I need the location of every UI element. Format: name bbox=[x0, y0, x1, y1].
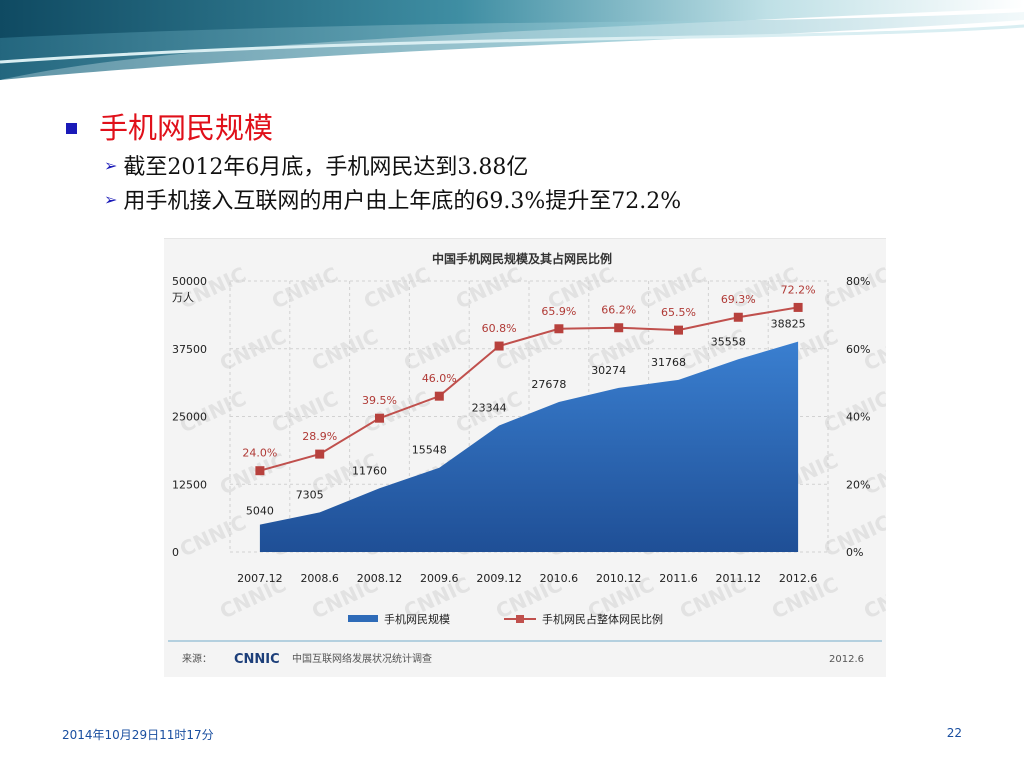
area-series-fill bbox=[259, 341, 799, 552]
ratio-point bbox=[614, 323, 624, 333]
footer-date: 2014年10月29日11时17分 bbox=[62, 728, 214, 742]
page-number: 22 bbox=[946, 726, 962, 740]
ratio-data-label: 46.0% bbox=[422, 372, 457, 385]
area-data-label: 31768 bbox=[651, 356, 686, 369]
ratio-data-label: 65.5% bbox=[661, 306, 696, 319]
x-axis-tick-label: 2012.6 bbox=[779, 572, 818, 585]
x-axis-tick-label: 2010.12 bbox=[596, 572, 642, 585]
right-axis-tick-label: 20% bbox=[846, 478, 870, 491]
left-axis-tick-label: 25000 bbox=[172, 411, 207, 424]
area-data-label: 35558 bbox=[711, 335, 746, 348]
ratio-data-label: 24.0% bbox=[242, 447, 277, 460]
watermark-text: CNNIC bbox=[308, 324, 382, 375]
area-data-label: 7305 bbox=[296, 488, 324, 501]
left-axis-tick-label: 0 bbox=[172, 546, 179, 559]
ratio-line bbox=[259, 306, 799, 472]
chart-svg: CNNIC CNNIC CNNIC CNNIC CNNIC CNNIC CNNIC CNNIC… bbox=[168, 251, 886, 667]
ratio-point bbox=[733, 312, 743, 322]
left-axis-tick-label: 37500 bbox=[172, 343, 207, 356]
ratio-data-label: 60.8% bbox=[482, 322, 517, 335]
slide-content: 手机网民规模 ➢ 截至2012年6月底，手机网民达到3.88亿 ➢ 用手机接入互… bbox=[60, 108, 1000, 216]
arrow-bullet-icon: ➢ bbox=[104, 189, 118, 209]
main-bullet: 手机网民规模 bbox=[60, 108, 1000, 148]
right-axis-tick-label: 0% bbox=[846, 546, 863, 559]
area-data-label: 30274 bbox=[591, 364, 626, 377]
arrow-bullet-icon: ➢ bbox=[104, 155, 118, 175]
watermark-text: CNNIC bbox=[452, 262, 526, 313]
source-date: 2012.6 bbox=[829, 654, 864, 665]
right-axis-tick-label: 80% bbox=[846, 275, 870, 288]
left-axis-tick-label: 50000 bbox=[172, 275, 207, 288]
x-axis-tick-label: 2008.12 bbox=[357, 572, 403, 585]
watermark-text: CNNIC bbox=[860, 448, 886, 499]
watermark-text: CNNIC bbox=[360, 262, 434, 313]
chart-title: 中国手机网民规模及其占网民比例 bbox=[432, 251, 612, 266]
source-text: 中国互联网络发展状况统计调查 bbox=[292, 652, 432, 665]
ratio-point bbox=[494, 341, 504, 351]
ratio-data-label: 66.2% bbox=[601, 304, 636, 317]
ratio-point bbox=[793, 302, 803, 312]
ratio-data-label: 28.9% bbox=[302, 430, 337, 443]
ratio-point bbox=[315, 449, 325, 459]
watermark-text: CNNIC bbox=[216, 324, 290, 375]
ratio-point bbox=[434, 391, 444, 401]
ratio-point bbox=[554, 324, 564, 334]
chart-container: CNNIC CNNIC CNNIC CNNIC CNNIC CNNIC CNNIC CNNIC… bbox=[164, 238, 886, 677]
source-logo: CNNIC bbox=[234, 652, 280, 667]
sub-bullet-text: 用手机接入互联网的用户由上年底的69.3%提升至72.2% bbox=[123, 189, 682, 214]
sub-bullet-2: ➢ 用手机接入互联网的用户由上年底的69.3%提升至72.2% bbox=[104, 182, 1000, 216]
bullet-title: 手机网民规模 bbox=[99, 111, 274, 145]
ratio-data-label: 65.9% bbox=[541, 305, 576, 318]
ratio-point bbox=[375, 413, 384, 423]
right-axis-tick-label: 60% bbox=[846, 343, 870, 356]
legend-label-area: 手机网民规模 bbox=[384, 612, 450, 626]
ratio-data-label: 39.5% bbox=[362, 394, 397, 407]
left-axis-unit: 万人 bbox=[172, 291, 194, 304]
right-axis-tick-label: 40% bbox=[846, 411, 870, 424]
header-banner bbox=[0, 0, 1024, 95]
watermark-text: CNNIC bbox=[268, 262, 342, 313]
ratio-data-label: 72.2% bbox=[781, 283, 816, 296]
bullet-square-icon bbox=[66, 122, 77, 134]
ratio-point bbox=[674, 325, 683, 335]
x-axis-tick-label: 2008.6 bbox=[300, 572, 339, 585]
left-axis-tick-label: 12500 bbox=[172, 478, 207, 491]
ratio-point bbox=[255, 466, 265, 476]
ratio-data-label: 69.3% bbox=[721, 293, 756, 306]
x-axis-tick-label: 2010.6 bbox=[540, 572, 579, 585]
watermark-text: CNNIC bbox=[400, 324, 474, 375]
watermark-text: CNNIC bbox=[176, 510, 250, 561]
area-data-label: 11760 bbox=[352, 464, 387, 477]
x-axis-tick-label: 2011.6 bbox=[659, 572, 698, 585]
legend-label-line: 手机网民占整体网民比例 bbox=[542, 612, 663, 626]
source-label: 来源： bbox=[182, 652, 212, 665]
area-data-label: 15548 bbox=[412, 444, 447, 457]
watermark-text: CNNIC bbox=[860, 572, 886, 623]
x-axis-tick-label: 2009.12 bbox=[476, 572, 521, 585]
area-data-label: 23344 bbox=[472, 401, 507, 414]
x-axis-tick-label: 2009.6 bbox=[420, 572, 459, 585]
area-data-label: 5040 bbox=[246, 505, 274, 518]
area-data-label: 27678 bbox=[531, 378, 566, 391]
area-data-label: 38825 bbox=[771, 318, 806, 331]
x-axis-tick-label: 2007.12 bbox=[237, 572, 283, 585]
x-axis-tick-label: 2011.12 bbox=[716, 572, 762, 585]
legend-swatch-marker bbox=[516, 615, 524, 623]
sub-bullet-text: 截至2012年6月底，手机网民达到3.88亿 bbox=[123, 155, 529, 180]
legend-swatch-area bbox=[348, 615, 378, 622]
sub-bullet-1: ➢ 截至2012年6月底，手机网民达到3.88亿 bbox=[104, 148, 1000, 182]
